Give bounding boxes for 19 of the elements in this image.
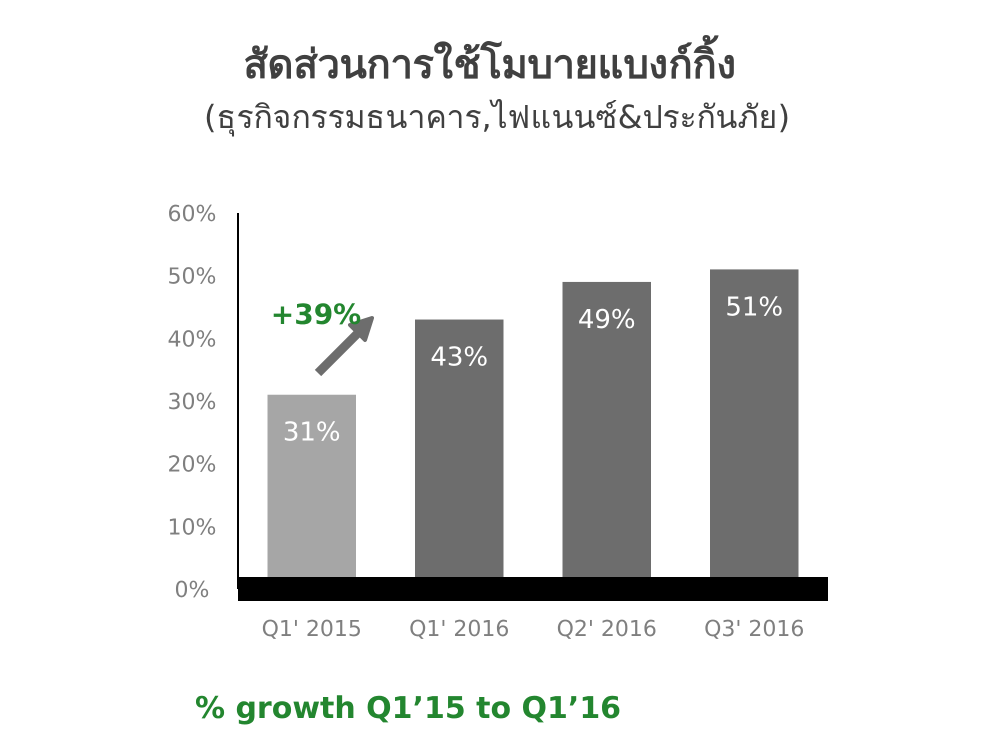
chart-title: สัดส่วนการใช้โมบายแบงก์กิ้ง bbox=[244, 35, 736, 88]
data-label: 31% bbox=[282, 418, 341, 448]
data-label: 43% bbox=[430, 342, 488, 373]
y-tick-label: 0% bbox=[174, 578, 210, 603]
y-tick-label: 60% bbox=[168, 202, 216, 227]
y-tick-label: 30% bbox=[168, 390, 216, 415]
y-tick-label: 40% bbox=[168, 327, 216, 352]
annotation: +39% bbox=[270, 298, 362, 331]
data-label: 49% bbox=[578, 304, 636, 335]
chart-subtitle: (ธุรกิจกรรมธนาคาร,ไฟแนนซ์&ประกันภัย) bbox=[204, 98, 790, 137]
text: % growth Q1’15 to Q1’16 bbox=[194, 691, 622, 726]
x-tick-label: Q1' 2015 bbox=[262, 617, 362, 642]
y-tick-label: 20% bbox=[168, 452, 216, 478]
x-tick-label: Q3' 2016 bbox=[704, 617, 804, 642]
x-tick-label: Q1' 2016 bbox=[409, 617, 510, 642]
data-label: 51% bbox=[725, 292, 784, 322]
x-tick-label: Q2' 2016 bbox=[556, 617, 657, 642]
y-tick-label: 10% bbox=[168, 515, 216, 540]
y-tick-label: 50% bbox=[168, 264, 216, 290]
